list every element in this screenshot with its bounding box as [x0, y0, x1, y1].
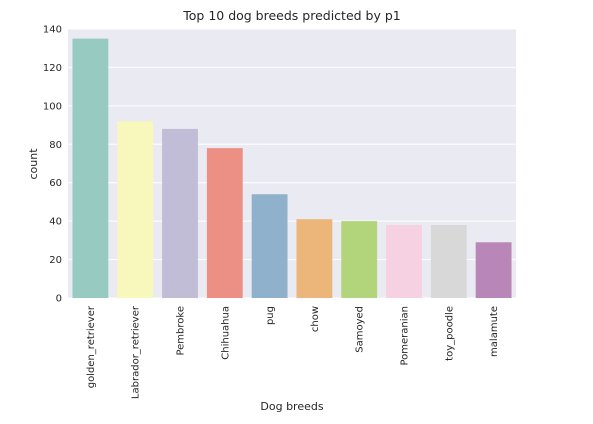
- y-tick-label: 60: [49, 178, 62, 189]
- x-tick-label: pug: [265, 306, 276, 325]
- bar-Pembroke: [162, 128, 198, 298]
- y-tick-label: 120: [43, 63, 62, 74]
- y-tick-label: 140: [43, 25, 62, 36]
- bars: [72, 38, 512, 298]
- y-axis-ticks: 0 20 40 60 80 100 120 140: [43, 25, 62, 305]
- x-tick-label: Samoyed: [355, 306, 366, 353]
- bar-malamute: [475, 242, 512, 298]
- x-tick-label: malamute: [489, 306, 500, 357]
- bar-golden_retriever: [72, 38, 109, 298]
- x-tick-label: Labrador_retriever: [131, 305, 142, 399]
- y-tick-label: 80: [49, 140, 62, 151]
- x-axis-ticks: golden_retriever Labrador_retriever Pembro…: [86, 305, 500, 399]
- bar-Samoyed: [341, 221, 378, 298]
- y-axis-label: count: [27, 148, 40, 180]
- y-tick-label: 20: [49, 255, 62, 266]
- bar-Pomeranian: [386, 224, 422, 298]
- x-tick-label: Chihuahua: [220, 306, 231, 360]
- bar-chow: [296, 219, 333, 298]
- x-tick-label: chow: [310, 306, 321, 332]
- x-tick-label: Pomeranian: [400, 306, 411, 366]
- bar-pug: [251, 194, 288, 298]
- bar-Labrador_retriever: [117, 121, 154, 298]
- chart-title: Top 10 dog breeds predicted by p1: [182, 8, 401, 23]
- x-axis-label: Dog breeds: [260, 400, 323, 413]
- y-tick-label: 0: [56, 294, 62, 305]
- bar-Chihuahua: [206, 148, 243, 298]
- x-tick-label: toy_poodle: [444, 306, 455, 361]
- x-tick-label: Pembroke: [176, 306, 187, 356]
- bar-toy_poodle: [430, 224, 467, 298]
- y-tick-label: 40: [49, 217, 62, 228]
- x-tick-label: golden_retriever: [86, 305, 97, 388]
- y-tick-label: 100: [43, 101, 62, 112]
